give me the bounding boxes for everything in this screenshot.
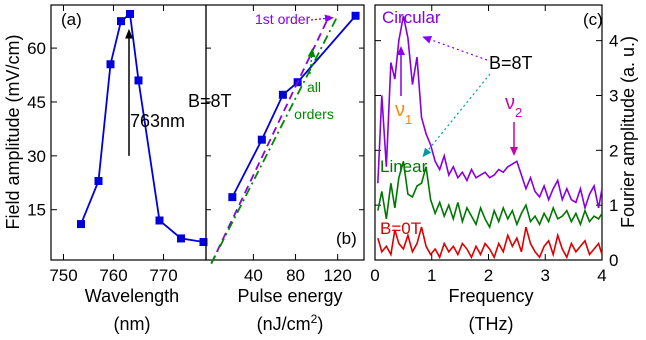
nu1-symbol: ν xyxy=(395,99,405,121)
panel-c-ytick-label: 3 xyxy=(609,86,618,105)
panel-c-xtick-label: 3 xyxy=(541,266,550,285)
panel-c-ytick-label: 2 xyxy=(609,141,618,160)
panel-a-xtick-label: 760 xyxy=(99,266,127,285)
panel-c-ylabel: Fourier amplitude (a. u.) xyxy=(618,36,638,228)
spectrum-circular-line xyxy=(377,15,603,211)
panel-a-ytick-label: 15 xyxy=(27,201,46,220)
b8t-arrow-linear xyxy=(422,73,491,158)
panel-a-label: (a) xyxy=(61,10,82,29)
annotation-all: all xyxy=(307,79,321,95)
panel-c-xtick-label: 2 xyxy=(484,266,493,285)
panel-c-xtick-label: 0 xyxy=(370,266,379,285)
annotation-nu2: ν2 xyxy=(505,92,522,120)
annotation-nu1: ν1 xyxy=(395,99,412,127)
spectrum-b-0t-line xyxy=(377,226,603,260)
panel-b-xlabel: Pulse energy xyxy=(237,286,342,306)
annotation-first-order: 1st order xyxy=(255,11,311,27)
panel-b-xunit-prefix: (nJ/cm xyxy=(257,314,311,334)
wavelength-data-point xyxy=(94,176,103,185)
panel-b-xunit: (nJ/cm2) xyxy=(257,312,324,334)
annotation-763nm: 763nm xyxy=(130,111,185,131)
wavelength-data-point xyxy=(177,234,185,243)
legend-linear: Linear xyxy=(380,157,428,176)
panel-a-ytick-label: 60 xyxy=(27,39,46,58)
panel-c-ytick-label: 0 xyxy=(609,251,618,270)
panel-b: 40 80 120 1st order all orders xyxy=(205,4,365,285)
energy-data-point xyxy=(228,193,237,202)
wavelength-data-point xyxy=(199,238,208,247)
wavelength-data-point xyxy=(106,60,115,69)
spectrum-linear-line xyxy=(377,161,603,230)
panel-c-xunit: (THz) xyxy=(469,314,514,334)
panel-b-frame xyxy=(205,4,365,261)
panel-b-xtick-label: 80 xyxy=(286,266,305,285)
panel-c-xtick-label: 1 xyxy=(427,266,436,285)
panel-a-xtick-label: 770 xyxy=(149,266,177,285)
annotation-b8t: B=8T xyxy=(489,53,533,73)
b8t-arrow-circular xyxy=(422,35,488,61)
panel-c-xtick-label: 4 xyxy=(597,266,606,285)
nu2-subscript: 2 xyxy=(515,105,522,120)
panel-a-xtick-label: 750 xyxy=(49,266,77,285)
energy-data-point xyxy=(351,11,360,20)
panel-b-label: (b) xyxy=(336,229,357,248)
wavelength-data-point xyxy=(134,76,143,85)
panel-b-xunit-sup: 2 xyxy=(311,312,318,326)
energy-series-dashdot-line xyxy=(210,15,339,265)
panel-c-ytick-label: 4 xyxy=(609,32,618,51)
panel-b-xtick-label: 120 xyxy=(323,266,351,285)
annotation-orders: orders xyxy=(294,106,334,122)
panel-a-ylabel: Field amplitude (mV/cm) xyxy=(3,34,23,229)
field-label-b: B=8T xyxy=(188,91,232,111)
panel-a-ytick-label: 45 xyxy=(27,93,46,112)
first-order-arrow xyxy=(310,14,334,23)
panel-a: 750 760 770 15 30 45 60 763nm xyxy=(27,4,208,285)
nu1-subscript: 1 xyxy=(405,112,412,127)
panel-a-xlabel: Wavelength xyxy=(85,286,179,306)
energy-data-point xyxy=(257,135,266,144)
energy-data-point xyxy=(278,90,287,99)
wavelength-data-point xyxy=(117,17,125,26)
wavelength-data-point xyxy=(155,216,164,225)
panel-b-xtick-label: 40 xyxy=(244,266,263,285)
panel-a-xunit: (nm) xyxy=(114,314,151,334)
panel-c-ytick-label: 1 xyxy=(609,196,618,215)
panel-a-ytick-label: 30 xyxy=(27,147,46,166)
wavelength-data-point xyxy=(77,220,85,229)
nu2-symbol: ν xyxy=(505,92,515,114)
panel-b-xunit-suffix: ) xyxy=(317,314,323,334)
panel-c-xlabel: Frequency xyxy=(448,286,533,306)
wavelength-data-point xyxy=(126,9,134,18)
legend-b-0t: B=0T xyxy=(380,219,421,238)
panel-c-label: (c) xyxy=(583,10,603,29)
legend-circular: Circular xyxy=(382,8,441,27)
